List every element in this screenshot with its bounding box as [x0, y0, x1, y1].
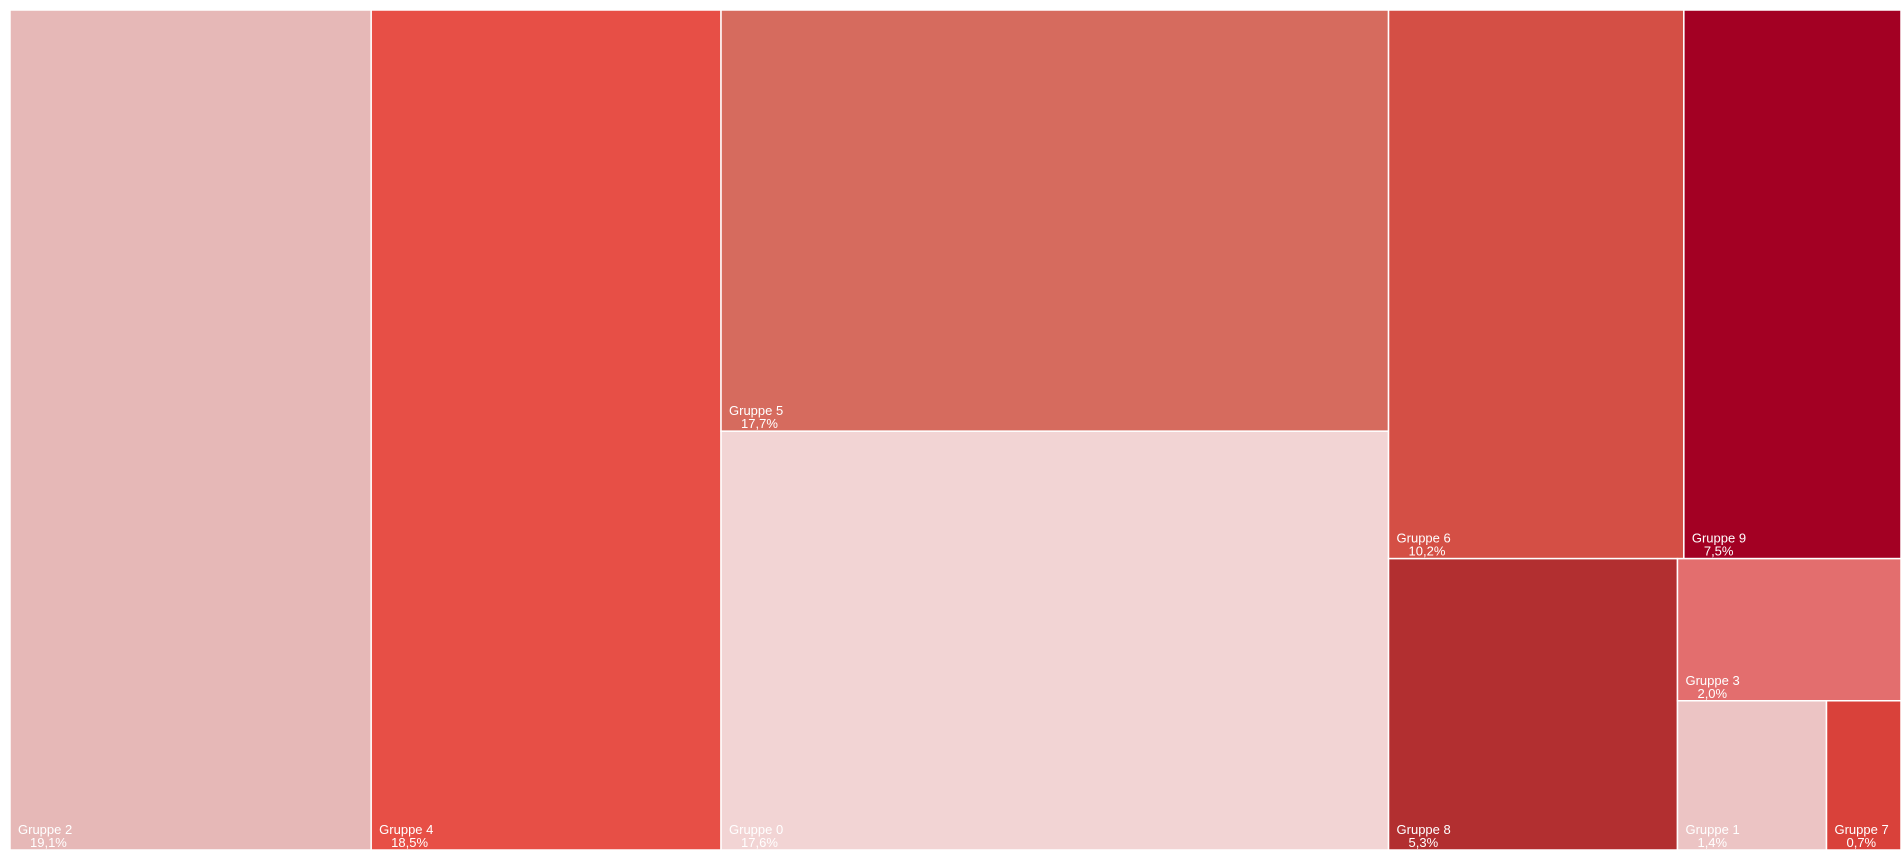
tile-name: Gruppe 7: [1834, 822, 1888, 837]
tile-value: 18,5%: [391, 835, 428, 850]
treemap-tile: [9, 9, 372, 850]
tile-name: Gruppe 2: [18, 822, 72, 837]
tile-name: Gruppe 4: [379, 822, 433, 837]
tile-value: 19,1%: [30, 835, 67, 850]
tile-value: 7,5%: [1704, 544, 1734, 559]
tile-value: 10,2%: [1409, 544, 1446, 559]
tile-value: 17,7%: [741, 416, 778, 431]
tile-name: Gruppe 1: [1685, 822, 1739, 837]
tile-name: Gruppe 8: [1397, 822, 1451, 837]
tile-value: 2,0%: [1697, 686, 1727, 701]
treemap-tile: [1676, 557, 1901, 702]
tile-value: 0,7%: [1846, 835, 1876, 850]
treemap-tile: [720, 9, 1390, 432]
treemap-tile: [1387, 9, 1685, 560]
treemap-tile: [1825, 700, 1901, 850]
tile-value: 5,3%: [1409, 835, 1439, 850]
tile-name: Gruppe 0: [729, 822, 783, 837]
treemap-tile: [1683, 9, 1901, 560]
treemap-tile: [1387, 557, 1679, 850]
tile-value: 1,4%: [1697, 835, 1727, 850]
tile-value: 17,6%: [741, 835, 778, 850]
treemap-tile: [720, 430, 1390, 850]
tile-name: Gruppe 5: [729, 403, 783, 418]
tile-name: Gruppe 6: [1397, 531, 1451, 546]
tile-name: Gruppe 3: [1685, 673, 1739, 688]
treemap-tile: [370, 9, 722, 850]
tile-name: Gruppe 9: [1692, 531, 1746, 546]
